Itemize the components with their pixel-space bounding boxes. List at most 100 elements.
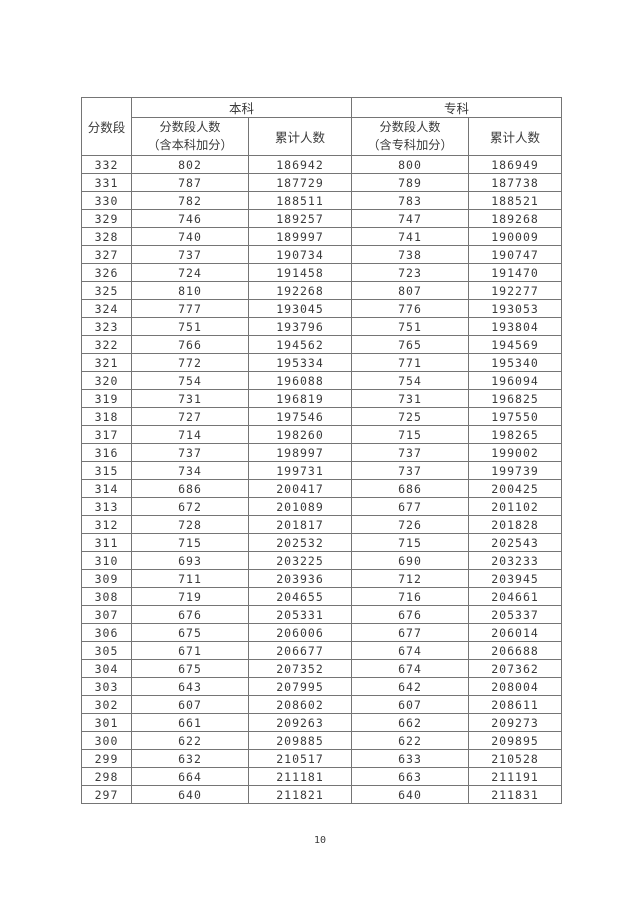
table-row: 318 727 197546 725 197550	[81, 407, 563, 426]
cell-undergrad-cumulative: 196088	[247, 371, 353, 390]
table-row: 302 607 208602 607 208611	[81, 695, 563, 714]
cell-undergrad-count: 640	[131, 785, 249, 804]
table-row: 312 728 201817 726 201828	[81, 515, 563, 534]
table-header: 分数段 本科 专科 分数段人数 （含本科加分） 累计人数 分数段人数 （含专科加…	[81, 97, 563, 156]
cell-undergrad-cumulative: 199731	[247, 461, 353, 480]
table-row: 327 737 190734 738 190747	[81, 245, 563, 264]
cell-college-count: 771	[351, 353, 470, 372]
cell-score-segment: 310	[81, 551, 132, 570]
cell-undergrad-count: 714	[131, 425, 249, 444]
cell-score-segment: 321	[81, 353, 132, 372]
cell-college-cumulative: 191470	[468, 263, 563, 282]
cell-undergrad-cumulative: 201089	[247, 497, 353, 516]
cell-undergrad-cumulative: 207995	[247, 677, 353, 696]
cell-college-cumulative: 203233	[468, 551, 563, 570]
table-row: 320 754 196088 754 196094	[81, 371, 563, 390]
cell-college-cumulative: 195340	[468, 353, 563, 372]
cell-score-segment: 304	[81, 659, 132, 678]
cell-score-segment: 319	[81, 389, 132, 408]
cell-undergrad-count: 607	[131, 695, 249, 714]
table-row: 316 737 198997 737 199002	[81, 443, 563, 462]
cell-college-cumulative: 200425	[468, 479, 563, 498]
page-number: 10	[313, 835, 327, 846]
cell-undergrad-cumulative: 203936	[247, 569, 353, 588]
cell-college-cumulative: 202543	[468, 533, 563, 552]
cell-undergrad-count: 727	[131, 407, 249, 426]
cell-score-segment: 299	[81, 749, 132, 768]
cell-undergrad-cumulative: 201817	[247, 515, 353, 534]
cell-college-cumulative: 206688	[468, 641, 563, 660]
cell-undergrad-count: 672	[131, 497, 249, 516]
cell-college-count: 677	[351, 623, 470, 642]
cell-score-segment: 300	[81, 731, 132, 750]
header-score-segment: 分数段	[81, 97, 132, 156]
cell-undergrad-cumulative: 202532	[247, 533, 353, 552]
cell-undergrad-count: 751	[131, 317, 249, 336]
cell-undergrad-cumulative: 200417	[247, 479, 353, 498]
cell-college-cumulative: 201102	[468, 497, 563, 516]
table-row: 299 632 210517 633 210528	[81, 749, 563, 768]
cell-undergrad-cumulative: 192268	[247, 281, 353, 300]
table-row: 309 711 203936 712 203945	[81, 569, 563, 588]
cell-score-segment: 298	[81, 767, 132, 786]
header-undergrad-group: 本科	[130, 97, 353, 118]
cell-college-count: 747	[351, 209, 470, 228]
cell-undergrad-count: 711	[131, 569, 249, 588]
cell-college-count: 676	[351, 605, 470, 624]
cell-college-cumulative: 187738	[468, 173, 563, 192]
cell-college-cumulative: 199002	[468, 443, 563, 462]
cell-undergrad-cumulative: 198997	[247, 443, 353, 462]
cell-score-segment: 302	[81, 695, 132, 714]
header-row-groups: 分数段 本科 专科	[81, 97, 563, 156]
cell-undergrad-cumulative: 206677	[247, 641, 353, 660]
cell-college-count: 633	[351, 749, 470, 768]
cell-college-cumulative: 206014	[468, 623, 563, 642]
cell-college-count: 731	[351, 389, 470, 408]
table-row: 328 740 189997 741 190009	[81, 227, 563, 246]
cell-undergrad-count: 675	[131, 623, 249, 642]
table-row: 330 782 188511 783 188521	[81, 191, 563, 210]
cell-college-cumulative: 211191	[468, 767, 563, 786]
cell-college-count: 738	[351, 245, 470, 264]
header-undergrad-cumulative: 累计人数	[247, 117, 353, 156]
cell-undergrad-cumulative: 193796	[247, 317, 353, 336]
cell-undergrad-count: 746	[131, 209, 249, 228]
cell-college-cumulative: 208611	[468, 695, 563, 714]
table-body: 332 802 186942 800 186949 331 787 187729 789 1877…	[81, 155, 563, 804]
table-row: 317 714 198260 715 198265	[81, 425, 563, 444]
cell-college-count: 663	[351, 767, 470, 786]
cell-college-count: 754	[351, 371, 470, 390]
cell-college-count: 622	[351, 731, 470, 750]
table-row: 305 671 206677 674 206688	[81, 641, 563, 660]
cell-college-cumulative: 198265	[468, 425, 563, 444]
cell-undergrad-cumulative: 203225	[247, 551, 353, 570]
cell-undergrad-cumulative: 198260	[247, 425, 353, 444]
cell-college-cumulative: 208004	[468, 677, 563, 696]
cell-undergrad-cumulative: 211181	[247, 767, 353, 786]
cell-undergrad-cumulative: 197546	[247, 407, 353, 426]
cell-college-cumulative: 197550	[468, 407, 563, 426]
cell-score-segment: 324	[81, 299, 132, 318]
cell-college-count: 800	[351, 155, 470, 174]
cell-undergrad-cumulative: 193045	[247, 299, 353, 318]
cell-undergrad-count: 676	[131, 605, 249, 624]
cell-college-cumulative: 210528	[468, 749, 563, 768]
table-row: 297 640 211821 640 211831	[81, 785, 563, 804]
cell-college-count: 690	[351, 551, 470, 570]
cell-college-count: 715	[351, 533, 470, 552]
cell-college-count: 737	[351, 443, 470, 462]
cell-undergrad-count: 671	[131, 641, 249, 660]
cell-score-segment: 331	[81, 173, 132, 192]
cell-college-cumulative: 189268	[468, 209, 563, 228]
table-row: 303 643 207995 642 208004	[81, 677, 563, 696]
cell-undergrad-cumulative: 207352	[247, 659, 353, 678]
header-undergrad-seg-count-line2: （含本科加分）	[147, 137, 233, 152]
table-row: 310 693 203225 690 203233	[81, 551, 563, 570]
cell-college-count: 723	[351, 263, 470, 282]
cell-college-count: 674	[351, 659, 470, 678]
table-row: 324 777 193045 776 193053	[81, 299, 563, 318]
cell-score-segment: 311	[81, 533, 132, 552]
cell-score-segment: 317	[81, 425, 132, 444]
table-row: 306 675 206006 677 206014	[81, 623, 563, 642]
